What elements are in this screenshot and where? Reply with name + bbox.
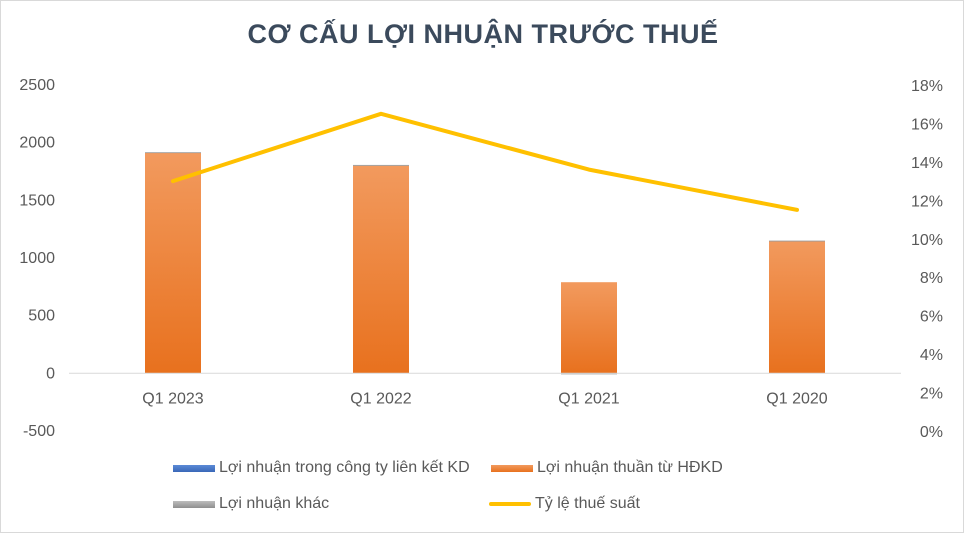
- bar-s1-2: [561, 282, 617, 374]
- x-category-label: Q1 2022: [350, 390, 411, 407]
- y-right-tick-label: 0%: [920, 424, 943, 441]
- y-left-tick-label: 1000: [19, 250, 55, 267]
- y-right-tick-label: 6%: [920, 309, 943, 326]
- bar-s2-3: [769, 240, 825, 242]
- y-left-tick-label: 1500: [19, 192, 55, 209]
- y-left-tick-label: 2500: [19, 77, 55, 94]
- y-right-tick-label: 4%: [920, 347, 943, 364]
- y-left-tick-label: 2000: [19, 135, 55, 152]
- y-right-tick-label: 10%: [911, 232, 943, 249]
- y-right-tick-label: 16%: [911, 116, 943, 133]
- bar-s1-3: [769, 240, 825, 374]
- y-left-tick-label: -500: [23, 423, 55, 440]
- y-left-tick-label: 500: [28, 308, 55, 325]
- y-right-tick-label: 18%: [911, 78, 943, 95]
- y-right-tick-label: 12%: [911, 193, 943, 210]
- bar-s1-1: [353, 165, 409, 374]
- x-category-label: Q1 2021: [558, 390, 619, 407]
- bar-s2-1: [353, 164, 409, 166]
- y-right-tick-label: 14%: [911, 155, 943, 172]
- y-right-tick-label: 8%: [920, 270, 943, 287]
- line-series-tax-rate: [171, 111, 799, 212]
- bar-s1-0: [145, 152, 201, 374]
- x-category-label: Q1 2023: [142, 390, 203, 407]
- x-category-label: Q1 2020: [766, 390, 827, 407]
- chart-title: CƠ CẤU LỢI NHUẬN TRƯỚC THUẾ: [247, 19, 719, 49]
- y-right-tick-label: 2%: [920, 386, 943, 403]
- bar-s2-0: [145, 152, 201, 154]
- y-left-tick-label: 0: [46, 365, 55, 382]
